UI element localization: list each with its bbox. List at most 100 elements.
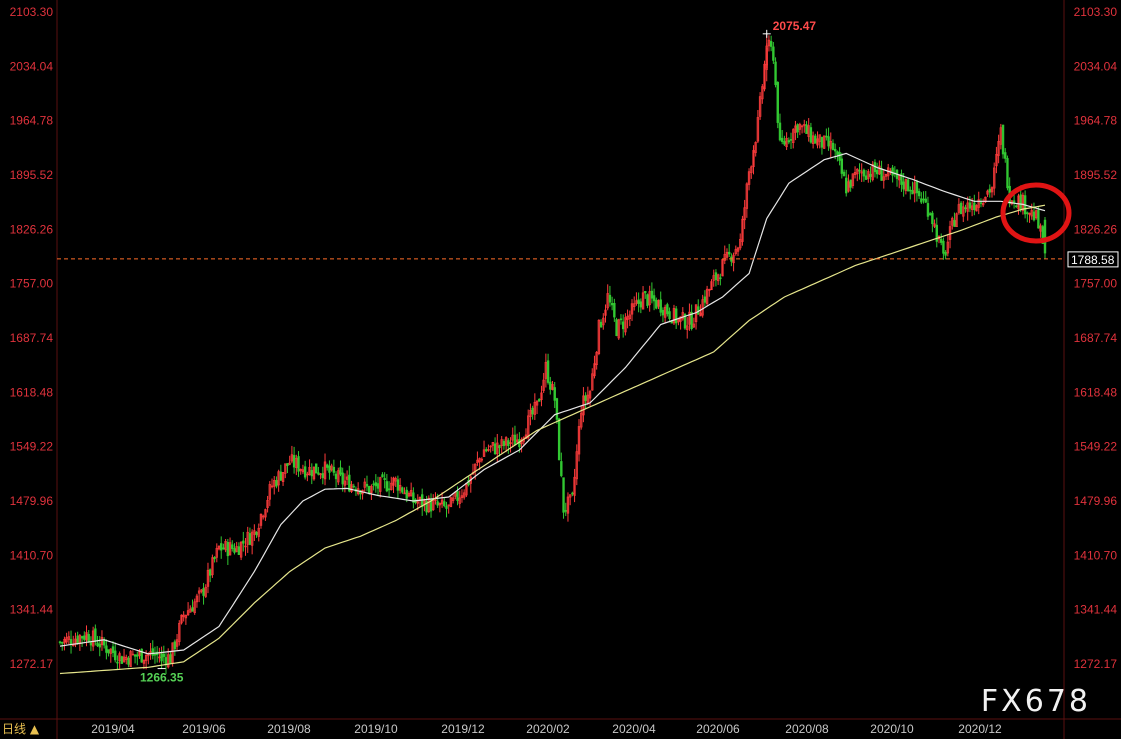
candle-body bbox=[546, 360, 550, 383]
candle-body bbox=[427, 497, 431, 512]
candle-body bbox=[509, 442, 512, 445]
y-axis-right: 2103.30 2034.04 1964.78 1895.52 1826.26 1757.… bbox=[1074, 5, 1118, 671]
candle-body bbox=[568, 494, 572, 498]
candle-body bbox=[266, 499, 269, 508]
candle-body bbox=[244, 545, 247, 548]
candle-body bbox=[186, 610, 190, 616]
x-tick-label: 2020/02 bbox=[526, 722, 570, 736]
candle-body bbox=[944, 252, 947, 256]
candle-body bbox=[507, 440, 510, 447]
candle-body bbox=[884, 173, 888, 177]
candle-body bbox=[789, 139, 793, 141]
moving-average-long-line bbox=[59, 204, 1046, 675]
x-tick-label: 2019/06 bbox=[182, 722, 226, 736]
candle-body bbox=[608, 294, 612, 303]
candle-body bbox=[303, 466, 307, 478]
candle-body bbox=[248, 533, 252, 545]
candle-body bbox=[990, 187, 994, 193]
candle-body bbox=[754, 142, 757, 153]
candle-body bbox=[535, 400, 539, 406]
candle-body bbox=[363, 481, 366, 488]
highlight-circle bbox=[1000, 182, 1072, 244]
candle-body bbox=[63, 639, 66, 644]
y-tick-label-left: 1272.17 bbox=[10, 657, 54, 671]
candle-body bbox=[690, 311, 693, 330]
y-tick-label-right: 1895.52 bbox=[1074, 168, 1118, 182]
candle-body bbox=[714, 272, 718, 281]
candle-body bbox=[723, 254, 726, 261]
x-tick-label: 2019/04 bbox=[91, 722, 135, 736]
candle-body bbox=[703, 296, 707, 303]
candle-body bbox=[445, 505, 448, 509]
x-tick-label: 2019/12 bbox=[441, 722, 485, 736]
candle-body bbox=[376, 483, 380, 489]
candle-body bbox=[701, 299, 704, 316]
candle-body bbox=[208, 569, 212, 576]
candle-body bbox=[239, 541, 243, 558]
candle-body bbox=[118, 653, 121, 662]
candle-body bbox=[794, 125, 797, 133]
candle-body bbox=[202, 588, 205, 596]
candle-body bbox=[549, 381, 552, 390]
candle-body bbox=[862, 169, 866, 177]
candle-body bbox=[513, 434, 517, 446]
candle-body bbox=[332, 466, 336, 473]
candle-body bbox=[858, 169, 861, 172]
candle-body bbox=[646, 294, 649, 306]
watermark: FX678 bbox=[980, 684, 1091, 719]
candle-body bbox=[365, 483, 369, 487]
candle-body bbox=[935, 224, 938, 242]
last-price-label: 1788.58 bbox=[1071, 253, 1115, 267]
candle-body bbox=[1015, 205, 1018, 208]
candle-body bbox=[904, 179, 908, 191]
candle-body bbox=[557, 418, 561, 461]
candle-body bbox=[217, 545, 221, 550]
candle-body bbox=[544, 361, 548, 379]
candle-body bbox=[531, 407, 534, 415]
candle-body bbox=[588, 391, 592, 399]
candle-body bbox=[235, 546, 238, 552]
candle-body bbox=[882, 176, 885, 181]
period-selector[interactable]: 日线 ▲ bbox=[2, 720, 39, 737]
candle-body bbox=[451, 497, 455, 501]
candle-body bbox=[644, 291, 647, 294]
candle-body bbox=[169, 654, 172, 664]
candle-body bbox=[412, 492, 415, 503]
candle-body bbox=[736, 247, 740, 252]
candle-body bbox=[633, 303, 636, 307]
candle-body bbox=[1041, 226, 1044, 244]
candle-body bbox=[719, 277, 722, 280]
candle-body bbox=[792, 129, 795, 144]
candle-body bbox=[811, 135, 815, 145]
candle-body bbox=[125, 657, 128, 661]
candle-body bbox=[783, 141, 786, 145]
candle-body bbox=[173, 641, 177, 650]
candle-body bbox=[1012, 200, 1016, 203]
candle-body bbox=[699, 312, 702, 317]
candle-body bbox=[279, 471, 283, 481]
candle-body bbox=[69, 639, 73, 645]
candle-body bbox=[739, 238, 742, 249]
candle-body bbox=[255, 531, 258, 536]
moving-average-short-line bbox=[59, 152, 1046, 655]
candle-body bbox=[290, 454, 294, 462]
candle-body bbox=[763, 63, 766, 90]
candle-body bbox=[1032, 211, 1036, 221]
candle-body bbox=[591, 373, 594, 391]
candle-body bbox=[191, 607, 194, 612]
candle-body bbox=[776, 82, 779, 123]
candle-body bbox=[286, 463, 289, 466]
y-tick-label-right: 1410.70 bbox=[1074, 548, 1118, 562]
candle-body bbox=[96, 642, 99, 647]
candle-body bbox=[222, 547, 225, 550]
candle-body bbox=[692, 323, 696, 328]
candles-group bbox=[58, 33, 1047, 675]
candle-body bbox=[635, 300, 638, 304]
candle-body bbox=[745, 183, 749, 209]
candle-body bbox=[80, 636, 84, 639]
candle-body bbox=[392, 477, 395, 486]
candle-body bbox=[686, 325, 689, 330]
candle-body bbox=[321, 473, 325, 479]
candle-body bbox=[83, 635, 86, 640]
candle-body bbox=[560, 461, 563, 477]
